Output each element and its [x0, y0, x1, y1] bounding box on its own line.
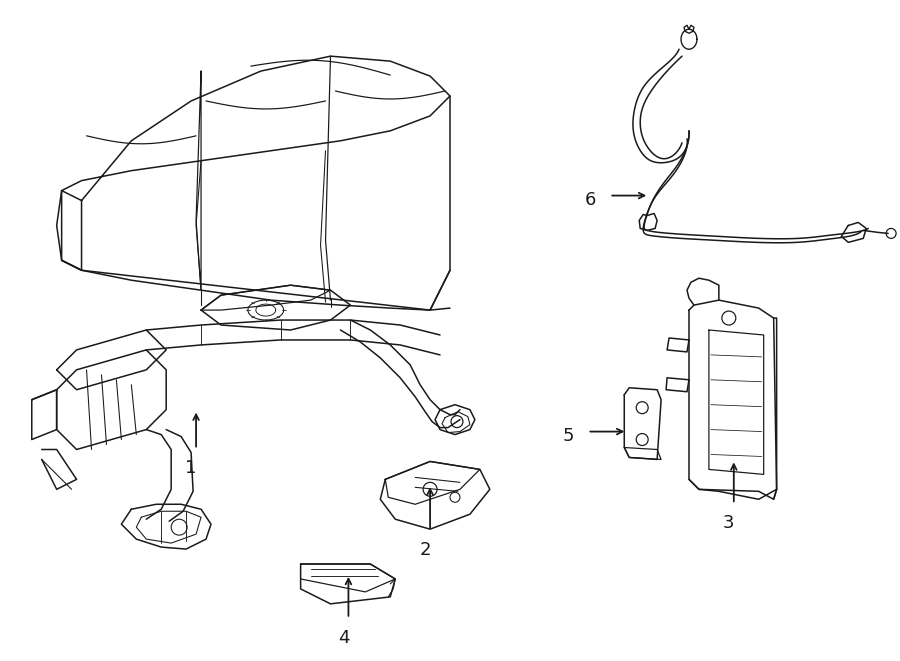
Text: 5: 5	[563, 426, 574, 445]
Text: 3: 3	[723, 514, 734, 532]
Text: 6: 6	[585, 190, 597, 209]
Text: 4: 4	[338, 629, 349, 646]
Text: 2: 2	[419, 541, 431, 559]
Text: 1: 1	[185, 459, 197, 477]
